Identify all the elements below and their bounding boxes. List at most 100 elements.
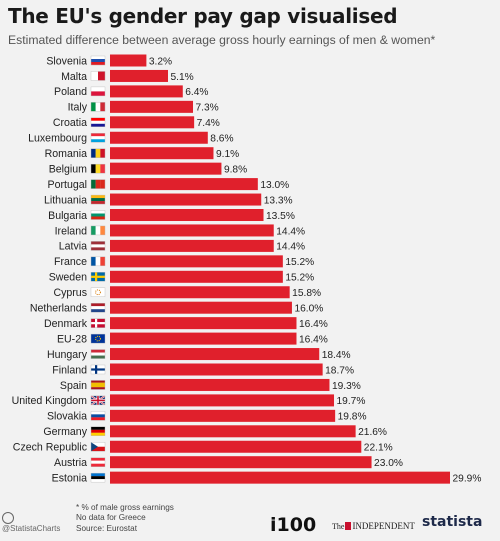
category-label-slovakia: Slovakia	[47, 411, 87, 423]
flag-icon-luxembourg	[90, 133, 106, 143]
value-label-sweden: 15.2%	[285, 273, 314, 284]
category-label-hungary: Hungary	[47, 349, 88, 361]
category-label-cyprus: Cyprus	[53, 287, 87, 299]
value-label-malta: 5.1%	[170, 72, 193, 83]
flag-icon-ireland	[90, 225, 106, 236]
category-label-eu-28: EU-28	[57, 333, 87, 345]
bar-poland	[110, 85, 183, 98]
flag-icon-france	[90, 256, 106, 267]
value-label-germany: 21.6%	[358, 427, 387, 438]
category-label-lithuania: Lithuania	[44, 194, 87, 206]
bar-latvia	[110, 239, 274, 252]
category-label-portugal: Portugal	[48, 179, 87, 191]
bar-croatia	[110, 116, 195, 129]
flag-icon-bulgaria	[90, 210, 106, 220]
bar-netherlands	[110, 301, 292, 314]
category-label-estonia: Estonia	[52, 472, 87, 484]
flag-icon-spain	[90, 380, 106, 390]
flag-icon-sweden	[90, 272, 106, 282]
flag-icon-united-kingdom	[90, 395, 106, 406]
bar-ireland	[110, 224, 274, 237]
bar-eu-28	[110, 332, 297, 345]
creative-commons-icon	[2, 512, 14, 524]
independent-the: The	[332, 522, 345, 531]
value-label-slovenia: 3.2%	[149, 56, 172, 67]
flag-icon-estonia	[90, 472, 106, 483]
category-label-austria: Austria	[54, 457, 87, 469]
category-label-romania: Romania	[45, 148, 88, 160]
bar-estonia	[110, 471, 450, 484]
independent-name: INDEPENDENT	[352, 521, 415, 531]
bar-luxembourg	[110, 131, 208, 144]
chart-subtitle: Estimated difference between average gro…	[8, 33, 436, 47]
category-label-poland: Poland	[54, 86, 87, 98]
category-label-united-kingdom: United Kingdom	[12, 395, 88, 407]
bar-hungary	[110, 348, 320, 361]
bar-denmark	[110, 317, 297, 330]
bar-lithuania	[110, 193, 262, 206]
category-label-slovenia: Slovenia	[46, 55, 87, 67]
flag-icon-germany	[90, 426, 106, 436]
footnote-source: Source: Eurostat	[76, 523, 137, 533]
value-label-austria: 23.0%	[374, 458, 403, 469]
value-label-cyprus: 15.8%	[292, 288, 321, 299]
chart-title: The EU's gender pay gap visualised	[8, 4, 398, 28]
bar-france	[110, 255, 283, 268]
bar-united-kingdom	[110, 394, 335, 407]
bar-slovenia	[110, 54, 147, 67]
bar-austria	[110, 456, 372, 469]
footnote-missing-data: No data for Greece	[76, 513, 146, 523]
category-label-croatia: Croatia	[53, 117, 87, 129]
category-label-italy: Italy	[68, 102, 88, 114]
category-label-germany: Germany	[43, 426, 87, 438]
i100-logo-text: i100	[270, 514, 317, 536]
bar-malta	[110, 69, 168, 82]
category-label-czech-republic: Czech Republic	[13, 442, 88, 454]
category-label-bulgaria: Bulgaria	[48, 210, 87, 222]
bar-finland	[110, 363, 323, 376]
value-label-romania: 9.1%	[216, 149, 239, 160]
flag-icon-portugal	[90, 179, 106, 189]
bar-czech-republic	[110, 440, 362, 453]
value-label-france: 15.2%	[285, 257, 314, 268]
statista-logo-text: statista	[422, 514, 483, 530]
flag-icon-netherlands	[90, 303, 106, 313]
value-label-eu-28: 16.4%	[299, 334, 328, 345]
value-label-netherlands: 16.0%	[294, 304, 323, 315]
value-label-italy: 7.3%	[196, 103, 219, 114]
value-label-ireland: 14.4%	[276, 226, 305, 237]
value-label-belgium: 9.8%	[224, 164, 247, 175]
i100-logo: i100	[270, 514, 316, 536]
independent-logo: The INDEPENDENT	[332, 521, 415, 531]
flag-icon-malta	[90, 71, 106, 81]
flag-icon-latvia	[90, 241, 106, 251]
footnotes: * % of male gross earnings No data for G…	[76, 503, 174, 534]
value-label-lithuania: 13.3%	[264, 195, 293, 206]
flag-icon-cyprus	[90, 287, 106, 297]
flag-icon-austria	[90, 457, 106, 467]
category-label-france: France	[54, 256, 87, 268]
independent-eagle-icon	[345, 522, 352, 530]
bar-belgium	[110, 162, 222, 175]
flag-icon-croatia	[90, 117, 106, 128]
value-label-croatia: 7.4%	[197, 118, 220, 129]
category-label-latvia: Latvia	[59, 241, 87, 253]
statista-logo: statista	[422, 514, 482, 530]
value-label-united-kingdom: 19.7%	[337, 396, 366, 407]
value-label-denmark: 16.4%	[299, 319, 328, 330]
flag-icon-czech-republic	[90, 442, 106, 452]
bar-sweden	[110, 270, 283, 283]
flag-icon-lithuania	[90, 194, 106, 205]
value-label-estonia: 29.9%	[453, 473, 482, 484]
bar-cyprus	[110, 286, 290, 299]
credit-handle: @StatistaCharts	[2, 524, 61, 533]
flag-icon-denmark	[90, 318, 106, 328]
value-label-slovakia: 19.8%	[338, 412, 367, 423]
value-label-finland: 18.7%	[325, 365, 354, 376]
flag-icon-italy	[90, 102, 106, 112]
value-label-latvia: 14.4%	[276, 242, 305, 253]
value-label-poland: 6.4%	[185, 87, 208, 98]
flag-icon-finland	[90, 364, 106, 375]
bar-slovakia	[110, 409, 336, 422]
